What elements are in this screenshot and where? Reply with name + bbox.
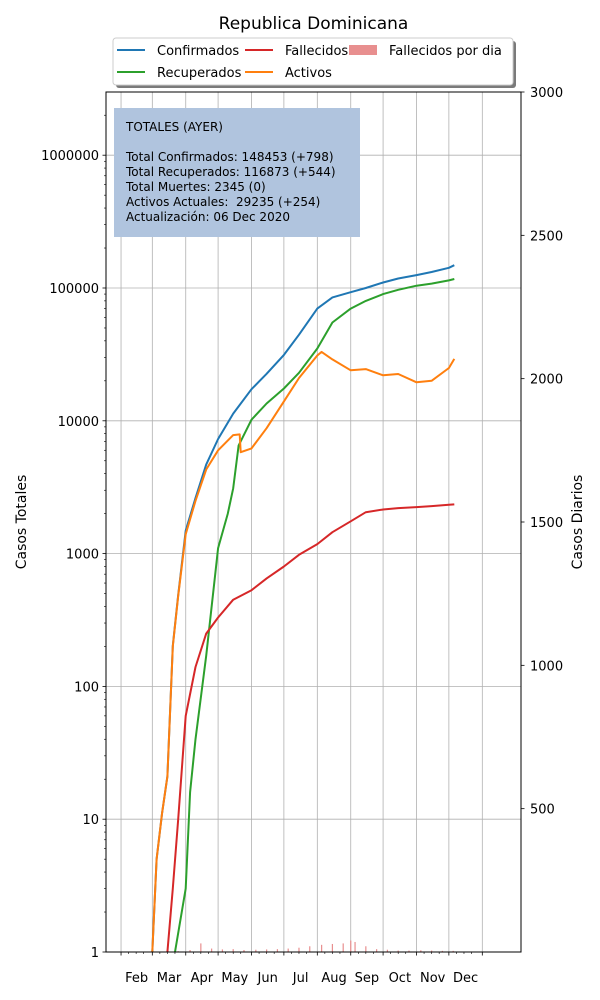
y-axis-left-label: Casos Totales <box>14 475 30 570</box>
y-right-tick-label: 1000 <box>530 659 563 674</box>
daily-bar <box>266 949 268 952</box>
daily-bar <box>232 949 234 952</box>
x-tick-label: Dec <box>453 971 478 986</box>
legend: Confirmados Recuperados Fallecidos Activos F… <box>112 37 516 88</box>
daily-bar <box>386 949 389 952</box>
info-box-line: Total Confirmados: 148453 (+798) <box>125 150 334 164</box>
x-axis: Feb Mar Apr May Jun Jul Aug Sep Oct Nov Dec <box>120 952 483 986</box>
x-tick-label: Feb <box>125 971 148 986</box>
x-tick-label: Nov <box>420 971 446 986</box>
y-right-tick-label: 3000 <box>530 86 563 101</box>
daily-bar <box>408 950 410 952</box>
y-left-tick-label: 10 <box>82 813 99 828</box>
info-box-background <box>114 108 360 237</box>
legend-label: Fallecidos por dia <box>389 44 502 59</box>
daily-bar <box>189 949 191 952</box>
daily-bar <box>221 949 224 952</box>
daily-bar <box>255 949 257 952</box>
daily-bar <box>276 949 279 952</box>
x-tick-label: Sep <box>355 971 380 986</box>
y-left-tick-label: 1000 <box>66 548 99 563</box>
x-tick-label: Jun <box>257 971 278 986</box>
y-left-tick-label: 1 <box>91 946 99 961</box>
y-left-tick-label: 1000000 <box>41 149 99 164</box>
y-left-tick-label: 10000 <box>58 415 99 430</box>
legend-label: Confirmados <box>157 44 239 59</box>
daily-bar <box>331 943 334 952</box>
info-box-line: Activos Actuales: 29235 (+254) <box>126 195 320 209</box>
x-tick-label: Mar <box>157 971 182 986</box>
daily-bar <box>350 940 352 952</box>
chart-title: Republica Dominicana <box>219 14 409 34</box>
daily-bar <box>309 946 311 952</box>
y-right-tick-label: 500 <box>530 803 555 818</box>
daily-bar <box>243 949 245 952</box>
info-box-line: Actualización: 06 Dec 2020 <box>126 210 290 224</box>
x-tick-label: Jul <box>292 971 309 986</box>
daily-bar <box>354 941 356 952</box>
daily-bar <box>452 950 454 952</box>
info-box-line: Total Recuperados: 116873 (+544) <box>125 165 336 179</box>
y-axis-right: 500 1000 1500 2000 2500 3000 <box>521 86 563 818</box>
daily-bar <box>342 943 344 952</box>
y-right-tick-label: 1500 <box>530 516 563 531</box>
daily-bar <box>200 943 202 952</box>
x-tick-label: Aug <box>321 971 346 986</box>
daily-bar <box>420 950 422 952</box>
series-line-recuperados <box>174 278 455 953</box>
x-tick-label: Oct <box>389 971 411 986</box>
info-box: TOTALES (AYER) Total Confirmados: 148453 … <box>114 108 360 237</box>
y-axis-left: 1 10 100 1000 10000 100000 1000000 <box>41 114 106 961</box>
series-line-activos <box>151 350 456 953</box>
daily-bar <box>365 946 367 952</box>
daily-bar <box>431 950 433 952</box>
daily-bar <box>376 949 378 952</box>
legend-label: Fallecidos <box>285 44 348 59</box>
daily-bars <box>177 940 454 952</box>
info-box-line: TOTALES (AYER) <box>125 120 223 134</box>
daily-bar <box>211 948 213 952</box>
y-right-tick-label: 2000 <box>530 373 563 388</box>
y-right-tick-label: 2500 <box>530 229 563 244</box>
legend-label: Recuperados <box>157 66 242 81</box>
y-left-tick-label: 100 <box>74 680 99 695</box>
x-tick-label: May <box>221 971 248 986</box>
x-tick-label: Apr <box>191 971 214 986</box>
series-line-fallecidos <box>166 503 455 953</box>
y-axis-right-label: Casos Diarios <box>570 475 586 570</box>
legend-swatch <box>349 45 377 55</box>
legend-label: Activos <box>285 66 332 81</box>
y-left-tick-label: 100000 <box>49 282 99 297</box>
daily-bar <box>287 948 289 952</box>
info-box-line: Total Muertes: 2345 (0) <box>125 180 266 194</box>
daily-bar <box>441 950 444 952</box>
info-box-text: TOTALES (AYER) Total Confirmados: 148453 … <box>125 120 336 224</box>
series-lines <box>151 264 456 953</box>
daily-bar <box>298 947 300 952</box>
legend-frame <box>112 37 514 86</box>
daily-bar <box>321 944 323 952</box>
daily-bar <box>397 950 399 952</box>
